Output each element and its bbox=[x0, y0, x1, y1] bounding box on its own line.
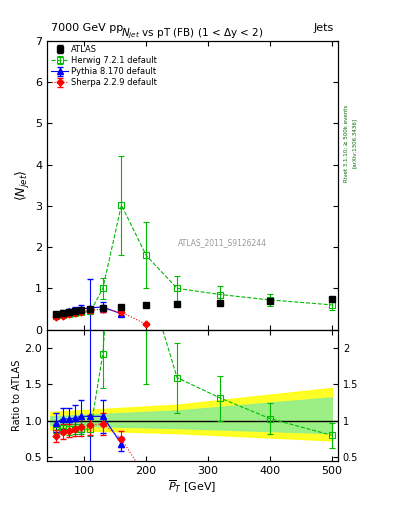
Text: Rivet 3.1.10; ≥ 500k events: Rivet 3.1.10; ≥ 500k events bbox=[344, 105, 349, 182]
Text: Jets: Jets bbox=[314, 23, 334, 33]
Y-axis label: $\langle N_{jet}\rangle$: $\langle N_{jet}\rangle$ bbox=[15, 169, 32, 201]
X-axis label: $\overline{P}_T$ [GeV]: $\overline{P}_T$ [GeV] bbox=[169, 478, 217, 495]
Text: [arXiv:1306.3436]: [arXiv:1306.3436] bbox=[352, 118, 357, 168]
Text: ATLAS_2011_S9126244: ATLAS_2011_S9126244 bbox=[178, 239, 267, 247]
Title: $N_{jet}$ vs pT (FB) (1 < $\Delta$y < 2): $N_{jet}$ vs pT (FB) (1 < $\Delta$y < 2) bbox=[121, 27, 264, 41]
Y-axis label: Ratio to ATLAS: Ratio to ATLAS bbox=[12, 359, 22, 431]
Text: 7000 GeV pp: 7000 GeV pp bbox=[51, 23, 123, 33]
Legend: ATLAS, Herwig 7.2.1 default, Pythia 8.170 default, Sherpa 2.2.9 default: ATLAS, Herwig 7.2.1 default, Pythia 8.17… bbox=[50, 44, 159, 89]
